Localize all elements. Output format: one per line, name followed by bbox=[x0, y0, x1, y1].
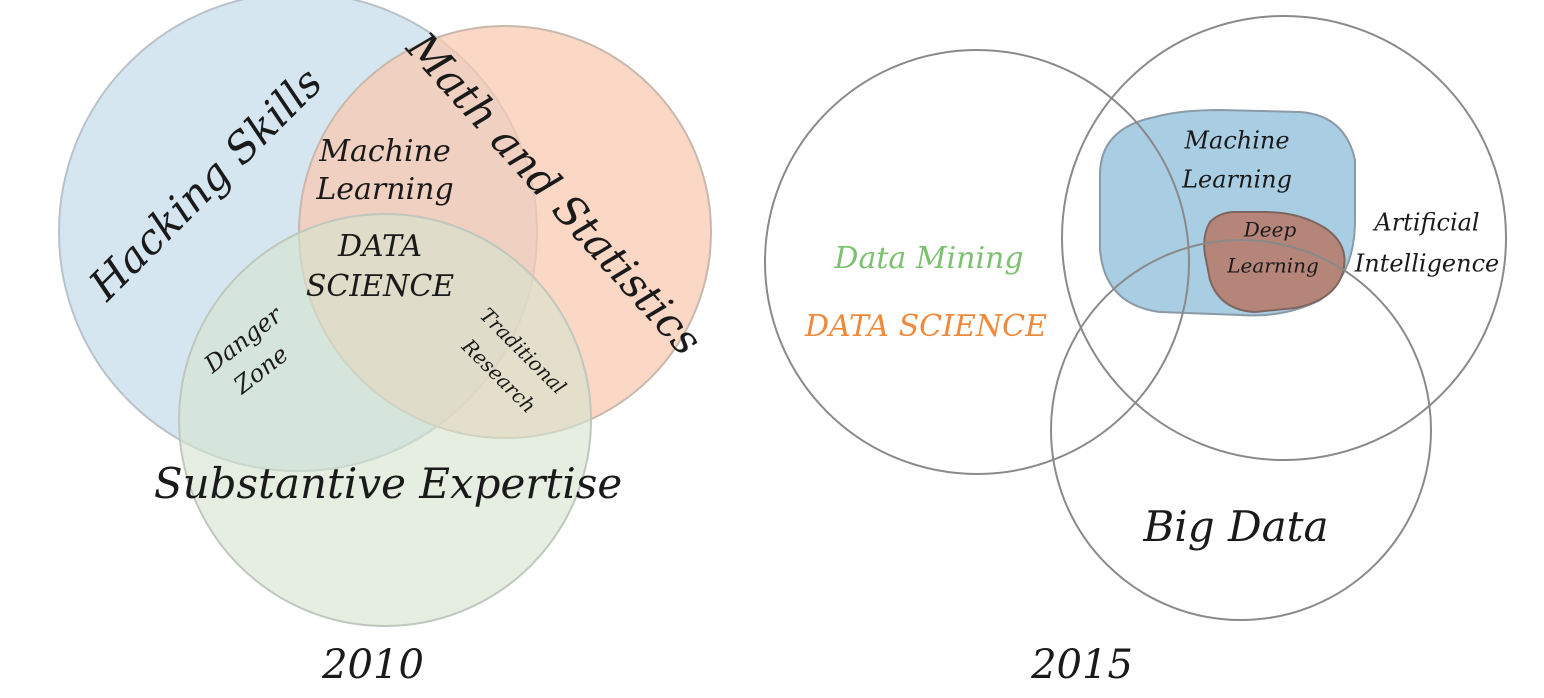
label-data-science-line1: DATA bbox=[337, 229, 422, 264]
blob-deep-learning bbox=[1203, 211, 1346, 314]
label-deep-learning-line1: Deep bbox=[1243, 218, 1297, 242]
circle-artificial-intelligence bbox=[1061, 15, 1507, 461]
label-artificial-intelligence-line1: Artificial bbox=[1372, 209, 1479, 237]
circle-data-mining bbox=[764, 49, 1190, 475]
diagram-2010: Hacking Skills Math and Statistics Subst… bbox=[58, 0, 712, 688]
circle-substantive-expertise bbox=[178, 213, 592, 627]
diagram-2015: Data Mining DATA SCIENCE Machine Learnin… bbox=[764, 15, 1507, 688]
label-substantive-expertise: Substantive Expertise bbox=[154, 459, 622, 508]
label-big-data: Big Data bbox=[1142, 502, 1328, 551]
circle-big-data bbox=[1050, 239, 1432, 621]
label-data-science-line2: SCIENCE bbox=[306, 269, 454, 304]
label-machine-learning-2015-line2: Learning bbox=[1181, 166, 1292, 194]
year-2015: 2015 bbox=[1030, 642, 1133, 688]
label-machine-learning-line1: Machine bbox=[318, 134, 450, 169]
year-2010: 2010 bbox=[321, 642, 424, 688]
label-data-science-2015: DATA SCIENCE bbox=[804, 309, 1047, 344]
label-deep-learning-line2: Learning bbox=[1226, 254, 1319, 278]
label-data-mining: Data Mining bbox=[833, 241, 1023, 276]
label-artificial-intelligence-line2: Intelligence bbox=[1354, 250, 1499, 278]
label-machine-learning-line2: Learning bbox=[315, 172, 453, 207]
label-machine-learning-2015-line1: Machine bbox=[1183, 127, 1289, 155]
